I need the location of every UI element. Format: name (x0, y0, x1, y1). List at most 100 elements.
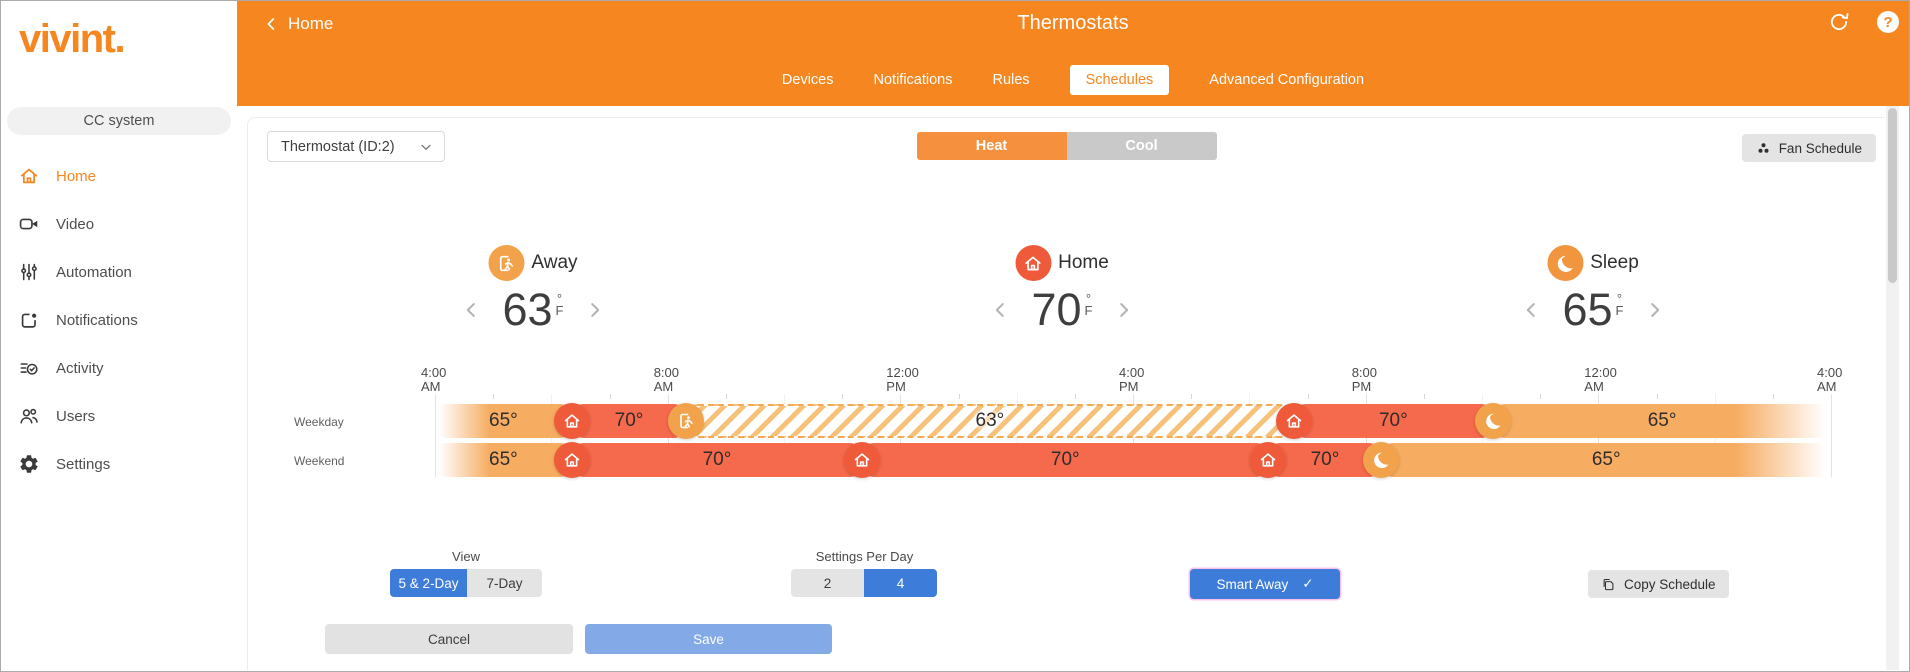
sidebar-item-home[interactable]: Home (1, 152, 237, 200)
header: Home Thermostats ? Devices Notifications R… (237, 1, 1909, 106)
cancel-button[interactable]: Cancel (325, 624, 573, 654)
chevron-left-icon[interactable] (1520, 297, 1542, 323)
schedule-segment[interactable]: 70° (571, 443, 863, 477)
sidebar-item-settings[interactable]: Settings (1, 440, 237, 488)
header-actions: ? (1828, 11, 1899, 33)
gridline-major (1831, 394, 1832, 477)
home-icon[interactable] (844, 442, 881, 478)
sidebar-item-activity[interactable]: Activity (1, 344, 237, 392)
view-option-7-day[interactable]: 7-Day (467, 569, 542, 597)
schedule-segment[interactable]: 70° (862, 443, 1269, 477)
hour-tick (1191, 394, 1193, 399)
settings-option-4[interactable]: 4 (864, 569, 937, 597)
notifications-icon (18, 309, 40, 331)
hour-tick (842, 394, 844, 399)
system-selector-button[interactable]: CC system (7, 107, 231, 135)
segment-temp-label: 70° (614, 410, 644, 431)
tab-notifications[interactable]: Notifications (873, 72, 953, 88)
schedule-segment[interactable]: 65° (1493, 404, 1831, 438)
hour-tick (1423, 394, 1425, 399)
home-icon[interactable] (553, 442, 590, 478)
home-icon (18, 165, 40, 187)
activity-icon (18, 357, 40, 379)
sidebar-item-automation[interactable]: Automation (1, 248, 237, 296)
chevron-left-icon[interactable] (989, 297, 1011, 323)
fan-schedule-label: Fan Schedule (1778, 140, 1862, 156)
segment-temp-label: 70° (702, 449, 732, 470)
moon-icon[interactable] (1363, 442, 1400, 478)
preset-sleep: Sleep 65 ° F (1520, 245, 1665, 334)
tab-devices[interactable]: Devices (781, 72, 834, 88)
copy-icon (1601, 577, 1616, 592)
device-selector[interactable]: Thermostat (ID:2) (267, 131, 445, 162)
settings-option-2[interactable]: 2 (791, 569, 864, 597)
view-option-5-2-day[interactable]: 5 & 2-Day (390, 569, 467, 597)
sidebar-item-label: Users (56, 407, 96, 425)
schedule-segment[interactable]: 70° (1268, 443, 1382, 477)
sidebar-item-video[interactable]: Video (1, 200, 237, 248)
video-icon (18, 213, 40, 235)
time-label: 8:00 AM (653, 365, 680, 394)
scrollbar-thumb[interactable] (1888, 108, 1897, 283)
fan-schedule-button[interactable]: Fan Schedule (1741, 134, 1876, 162)
settings-icon (18, 453, 40, 475)
fan-icon (1756, 141, 1771, 156)
home-icon[interactable] (1250, 442, 1287, 478)
chevron-left-icon[interactable] (460, 297, 482, 323)
mode-toggle: Heat Cool (916, 132, 1217, 160)
chevron-right-icon[interactable] (1113, 297, 1135, 323)
home-icon[interactable] (1275, 403, 1312, 439)
home-icon[interactable] (553, 403, 590, 439)
check-icon: ✓ (1302, 576, 1314, 591)
sidebar-item-notifications[interactable]: Notifications (1, 296, 237, 344)
mode-option-cool[interactable]: Cool (1066, 132, 1217, 160)
save-button[interactable]: Save (585, 624, 832, 654)
time-label: 12:00 PM (886, 365, 919, 394)
schedule-segment[interactable]: 65° (435, 404, 572, 438)
mode-option-heat[interactable]: Heat (916, 132, 1067, 160)
temperature-unit: ° F (1084, 291, 1093, 318)
tab-schedules[interactable]: Schedules (1069, 65, 1170, 95)
sidebar-item-label: Settings (56, 455, 111, 473)
copy-schedule-button[interactable]: Copy Schedule (1588, 570, 1729, 598)
sidebar-item-users[interactable]: Users (1, 392, 237, 440)
segment-temp-label: 70° (1378, 410, 1408, 431)
hour-tick (493, 394, 495, 399)
tab-rules[interactable]: Rules (992, 72, 1030, 88)
hour-tick (1656, 394, 1658, 399)
schedule-segment[interactable]: 65° (435, 443, 572, 477)
temperature-value: 70 ° F (1031, 286, 1092, 334)
smart-away-button[interactable]: Smart Away ✓ (1190, 569, 1340, 599)
users-icon (18, 405, 40, 427)
preset-header: Sleep (1547, 245, 1639, 281)
hour-tick (1772, 394, 1774, 399)
sidebar: vivint. CC system Home Video Automation Not… (1, 1, 237, 671)
schedule-segment[interactable]: 70° (571, 404, 687, 438)
smart-away-label: Smart Away (1216, 576, 1289, 592)
home-icon (1015, 245, 1052, 281)
schedule-segment[interactable]: 65° (1381, 443, 1831, 477)
schedule-segment[interactable]: 63° (686, 404, 1294, 438)
help-icon[interactable]: ? (1877, 11, 1899, 33)
segment-temp-label: 65° (489, 410, 518, 431)
chevron-left-icon (263, 16, 279, 32)
view-label: View (452, 549, 480, 564)
tab-advanced-configuration[interactable]: Advanced Configuration (1209, 72, 1365, 88)
schedule-segment[interactable]: 70° (1293, 404, 1494, 438)
segment-temp-label: 63° (975, 410, 1005, 431)
chevron-right-icon[interactable] (584, 297, 606, 323)
preset-temperature: 63 ° F (460, 286, 605, 334)
gridline-major (435, 394, 436, 477)
temperature-unit: ° F (555, 291, 564, 318)
hour-tick (958, 394, 960, 399)
scrollbar[interactable] (1886, 106, 1899, 670)
moon-icon[interactable] (1475, 403, 1512, 439)
hour-tick (1540, 394, 1542, 399)
chevron-right-icon[interactable] (1644, 297, 1666, 323)
refresh-icon[interactable] (1828, 11, 1850, 33)
preset-temperature: 70 ° F (989, 286, 1134, 334)
away-icon[interactable] (668, 403, 705, 439)
back-button[interactable]: Home (263, 14, 333, 34)
